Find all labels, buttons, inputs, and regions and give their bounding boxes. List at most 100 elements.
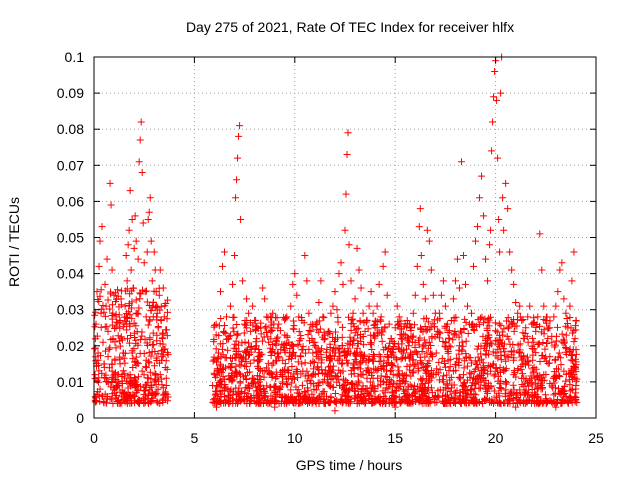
data-point <box>146 316 154 324</box>
data-point <box>99 392 107 400</box>
data-point <box>425 338 433 346</box>
data-point <box>501 366 509 374</box>
data-point <box>405 400 413 407</box>
data-point <box>560 295 568 303</box>
x-tick-label: 15 <box>387 430 403 446</box>
data-point <box>396 380 404 388</box>
data-point <box>353 380 361 388</box>
data-point <box>127 399 135 407</box>
data-point <box>357 371 365 379</box>
data-point <box>303 277 311 285</box>
data-point <box>572 350 580 358</box>
data-point <box>283 333 291 341</box>
data-point <box>364 325 372 333</box>
data-point <box>379 262 387 270</box>
data-point <box>108 266 116 274</box>
data-point <box>314 348 322 356</box>
data-point <box>469 379 477 387</box>
data-point <box>565 376 573 384</box>
data-point <box>320 314 328 322</box>
data-point <box>296 352 304 360</box>
data-point <box>259 284 267 292</box>
data-point <box>276 327 284 335</box>
data-point <box>311 370 319 378</box>
data-point <box>493 367 501 375</box>
data-point <box>163 365 171 373</box>
data-point <box>93 288 101 296</box>
data-point <box>510 280 518 288</box>
data-point <box>526 302 534 310</box>
data-point <box>550 391 558 399</box>
data-point <box>118 336 126 344</box>
data-point <box>405 354 413 362</box>
data-point <box>518 356 526 364</box>
data-point <box>160 391 168 399</box>
data-point <box>552 374 560 382</box>
data-point <box>304 331 312 339</box>
data-point <box>443 371 451 379</box>
data-point <box>140 371 148 379</box>
data-point <box>407 326 415 334</box>
data-point <box>124 241 132 249</box>
data-point <box>300 395 308 403</box>
data-point <box>450 330 458 338</box>
data-point <box>146 368 154 376</box>
data-point <box>241 362 249 370</box>
data-point <box>101 280 109 288</box>
data-point <box>112 382 120 390</box>
data-point <box>157 375 165 383</box>
data-point <box>542 399 550 407</box>
data-point <box>235 384 243 392</box>
data-point <box>245 309 253 317</box>
data-point <box>98 223 106 231</box>
data-point <box>440 359 448 367</box>
data-point <box>250 356 258 364</box>
data-point <box>405 335 413 343</box>
data-point <box>131 212 139 220</box>
data-point <box>350 335 358 343</box>
data-point <box>252 383 260 391</box>
data-point <box>244 369 252 377</box>
data-point <box>351 349 359 357</box>
data-point <box>383 359 391 367</box>
data-point <box>445 334 453 342</box>
data-point <box>331 349 339 357</box>
data-point <box>379 363 387 371</box>
data-point <box>314 379 322 387</box>
data-point <box>450 381 458 389</box>
data-point <box>103 323 111 331</box>
data-point <box>217 315 225 323</box>
data-point <box>157 303 165 311</box>
data-point <box>533 398 541 406</box>
data-point <box>332 399 340 407</box>
data-point <box>561 382 569 390</box>
data-point <box>297 332 305 340</box>
data-point <box>246 385 254 393</box>
data-point <box>509 381 517 389</box>
data-point <box>534 372 542 380</box>
data-point <box>317 351 325 359</box>
data-point <box>318 356 326 364</box>
data-point <box>222 329 230 337</box>
data-point <box>490 93 498 101</box>
x-tick-label: 10 <box>287 430 303 446</box>
data-point <box>429 291 437 299</box>
data-point <box>304 371 312 379</box>
data-point <box>238 339 246 347</box>
data-point <box>144 215 152 223</box>
data-point <box>414 367 422 375</box>
data-point <box>331 372 339 380</box>
y-tick-label: 0.02 <box>57 338 84 354</box>
data-point <box>251 379 259 387</box>
data-point <box>410 362 418 370</box>
data-point <box>314 363 322 371</box>
data-point <box>472 237 480 245</box>
data-point <box>103 399 111 407</box>
data-point <box>561 390 569 398</box>
data-point <box>562 377 570 385</box>
data-point <box>439 386 447 394</box>
x-tick-label: 25 <box>588 430 604 446</box>
y-tick-label: 0.04 <box>57 266 84 282</box>
data-point <box>108 321 116 329</box>
data-point <box>392 398 400 406</box>
